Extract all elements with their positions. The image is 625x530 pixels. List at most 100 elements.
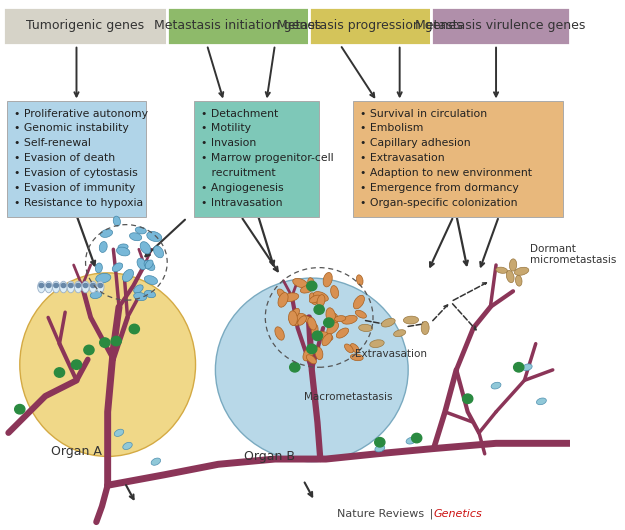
Ellipse shape xyxy=(403,316,419,324)
Ellipse shape xyxy=(311,324,318,335)
Ellipse shape xyxy=(303,347,314,361)
Ellipse shape xyxy=(309,295,321,303)
Ellipse shape xyxy=(370,340,384,348)
Text: • Evasion of cytostasis: • Evasion of cytostasis xyxy=(14,168,138,178)
Ellipse shape xyxy=(298,316,306,325)
Ellipse shape xyxy=(291,308,299,319)
Ellipse shape xyxy=(327,323,339,334)
Ellipse shape xyxy=(323,272,332,287)
Ellipse shape xyxy=(309,293,318,305)
Ellipse shape xyxy=(147,232,162,242)
Ellipse shape xyxy=(421,321,429,334)
Text: Metastasis progression genes: Metastasis progression genes xyxy=(277,20,462,32)
Ellipse shape xyxy=(137,258,146,270)
Ellipse shape xyxy=(129,233,142,241)
Ellipse shape xyxy=(326,308,336,323)
Text: Metastasis initiation genes: Metastasis initiation genes xyxy=(154,20,322,32)
FancyBboxPatch shape xyxy=(2,7,168,45)
Text: • Organ-specific colonization: • Organ-specific colonization xyxy=(360,198,518,208)
Text: • Capillary adhesion: • Capillary adhesion xyxy=(360,138,471,148)
Ellipse shape xyxy=(154,246,164,258)
Ellipse shape xyxy=(134,285,143,293)
Text: • Evasion of immunity: • Evasion of immunity xyxy=(14,183,136,193)
Ellipse shape xyxy=(496,267,508,273)
Ellipse shape xyxy=(113,216,121,226)
Ellipse shape xyxy=(292,278,308,288)
Ellipse shape xyxy=(122,443,132,449)
Ellipse shape xyxy=(302,316,313,323)
Text: Dormant
micrometastasis: Dormant micrometastasis xyxy=(530,244,616,266)
Ellipse shape xyxy=(101,229,112,237)
Ellipse shape xyxy=(118,244,128,250)
Ellipse shape xyxy=(334,316,346,322)
Ellipse shape xyxy=(381,319,395,327)
Ellipse shape xyxy=(144,290,156,298)
Ellipse shape xyxy=(516,275,522,286)
Ellipse shape xyxy=(331,286,339,298)
Ellipse shape xyxy=(315,347,323,360)
Text: • Angiogenesis: • Angiogenesis xyxy=(201,183,284,193)
Ellipse shape xyxy=(289,311,298,325)
Text: • Marrow progenitor-cell: • Marrow progenitor-cell xyxy=(201,153,334,163)
Ellipse shape xyxy=(116,247,130,256)
Ellipse shape xyxy=(89,281,97,293)
Ellipse shape xyxy=(359,324,372,332)
FancyBboxPatch shape xyxy=(431,7,570,45)
Circle shape xyxy=(307,344,317,354)
Text: • Detachment: • Detachment xyxy=(201,109,279,119)
Text: • Motility: • Motility xyxy=(201,123,251,134)
Text: • Intravasation: • Intravasation xyxy=(201,198,282,208)
Circle shape xyxy=(14,404,25,414)
Ellipse shape xyxy=(67,281,74,293)
Ellipse shape xyxy=(509,259,517,271)
Ellipse shape xyxy=(344,344,353,353)
Circle shape xyxy=(71,360,82,369)
Ellipse shape xyxy=(134,293,147,301)
Ellipse shape xyxy=(301,285,314,293)
Ellipse shape xyxy=(306,355,316,364)
Ellipse shape xyxy=(99,242,107,252)
FancyBboxPatch shape xyxy=(168,7,309,45)
Ellipse shape xyxy=(356,310,366,318)
Ellipse shape xyxy=(112,263,123,272)
Text: • Genomic instability: • Genomic instability xyxy=(14,123,129,134)
Text: • Proliferative autonomy: • Proliferative autonomy xyxy=(14,109,148,119)
Ellipse shape xyxy=(135,227,146,234)
Ellipse shape xyxy=(151,458,161,465)
Ellipse shape xyxy=(329,313,338,327)
Ellipse shape xyxy=(278,289,286,299)
Circle shape xyxy=(69,284,73,288)
Ellipse shape xyxy=(82,281,89,293)
Ellipse shape xyxy=(375,445,385,452)
Circle shape xyxy=(39,284,44,288)
Circle shape xyxy=(312,331,322,340)
Ellipse shape xyxy=(351,354,363,361)
Circle shape xyxy=(91,284,95,288)
Ellipse shape xyxy=(96,273,111,283)
Ellipse shape xyxy=(291,313,306,322)
FancyBboxPatch shape xyxy=(309,7,431,45)
Circle shape xyxy=(100,338,110,347)
Ellipse shape xyxy=(74,281,82,293)
Ellipse shape xyxy=(20,273,196,456)
Ellipse shape xyxy=(140,242,151,254)
Text: Organ B: Organ B xyxy=(244,450,295,463)
Ellipse shape xyxy=(353,295,364,309)
Text: • Adaption to new environment: • Adaption to new environment xyxy=(360,168,532,178)
Circle shape xyxy=(514,363,524,372)
Ellipse shape xyxy=(97,281,104,293)
Text: • Emergence from dormancy: • Emergence from dormancy xyxy=(360,183,519,193)
Circle shape xyxy=(84,345,94,355)
Ellipse shape xyxy=(45,281,53,293)
Text: • Resistance to hypoxia: • Resistance to hypoxia xyxy=(14,198,143,208)
Ellipse shape xyxy=(289,317,298,326)
Text: Nature Reviews |: Nature Reviews | xyxy=(338,508,434,519)
Ellipse shape xyxy=(342,315,357,324)
Ellipse shape xyxy=(462,395,472,402)
Circle shape xyxy=(76,284,81,288)
Circle shape xyxy=(54,368,64,377)
FancyBboxPatch shape xyxy=(352,101,563,217)
Ellipse shape xyxy=(144,260,155,270)
Ellipse shape xyxy=(114,429,124,436)
Ellipse shape xyxy=(318,332,333,341)
